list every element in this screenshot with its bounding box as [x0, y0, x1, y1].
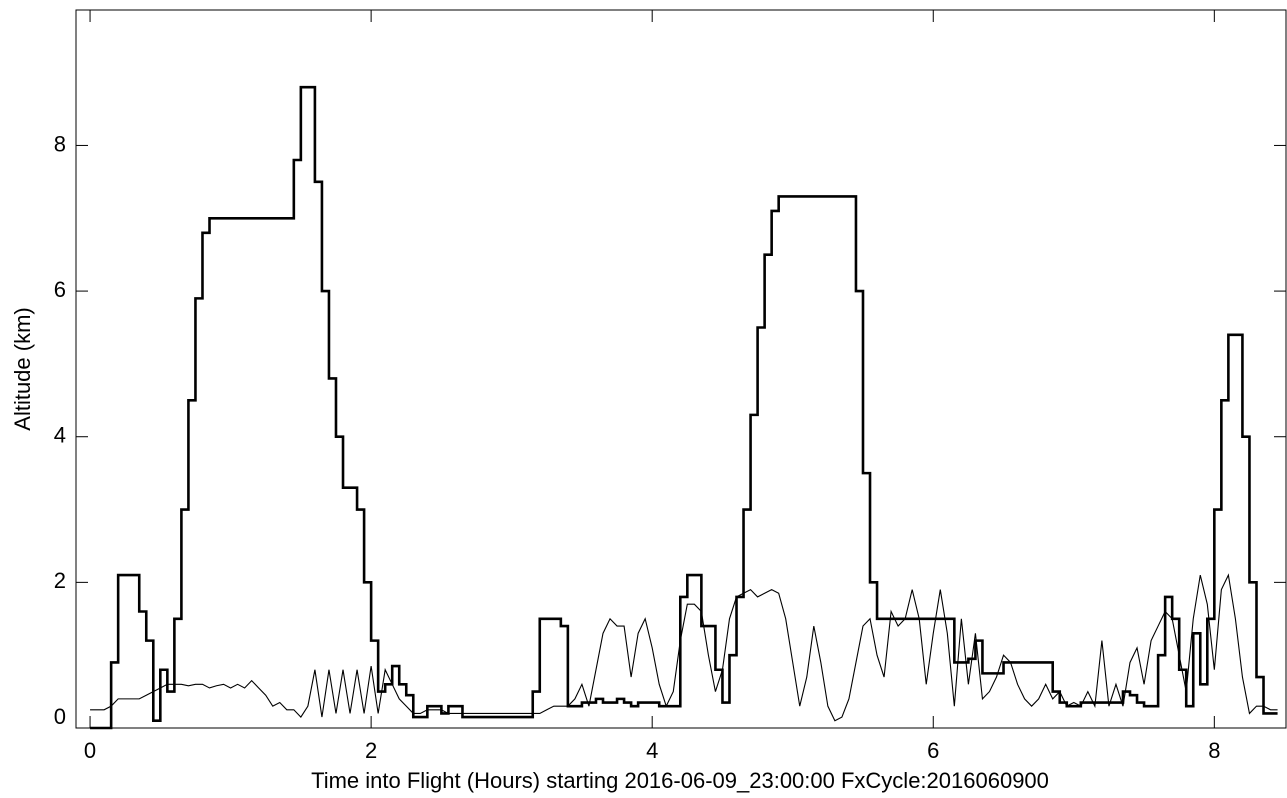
series-line: [90, 85, 1278, 730]
y-tick-label: 6: [54, 277, 66, 302]
x-tick-label: 8: [1208, 738, 1220, 763]
x-axis-label: Time into Flight (Hours) starting 2016-0…: [311, 768, 1049, 793]
y-axis-label: Altitude (km): [10, 307, 35, 430]
y-tick-label: 8: [54, 131, 66, 156]
series-line: [90, 573, 1278, 722]
y-tick-label: 2: [54, 568, 66, 593]
x-tick-label: 4: [646, 738, 658, 763]
plot-frame: [75, 9, 1287, 729]
y-tick-label: 4: [54, 423, 66, 448]
x-tick-label: 0: [84, 738, 96, 763]
x-tick-label: 2: [365, 738, 377, 763]
y-tick-label: 0: [54, 704, 66, 729]
x-tick-label: 6: [927, 738, 939, 763]
